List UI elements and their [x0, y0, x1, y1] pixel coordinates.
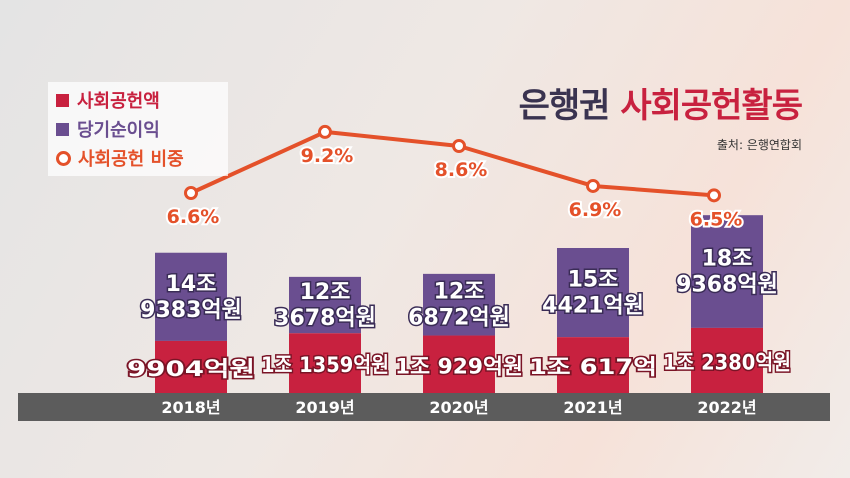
bar-contribution [557, 337, 629, 393]
net-income-data-label: 4421억원 [542, 294, 644, 319]
net-income-data-label: 6872억원 [408, 306, 510, 331]
bar-net-income [557, 247, 629, 338]
contribution-data-label: 1조 617억 [529, 355, 657, 379]
x-tick-label: 2022년 [697, 398, 756, 417]
x-axis-band [18, 393, 830, 421]
net-income-data-label: 9383억원 [140, 298, 242, 323]
legend-item-ratio: 사회공헌 비중 [56, 145, 184, 171]
ratio-data-label: 6.9% [569, 199, 622, 221]
ratio-data-label: 6.5% [690, 208, 743, 230]
legend-label-ratio: 사회공헌 비중 [78, 149, 184, 170]
x-tick-label: 2018년 [161, 398, 220, 417]
legend-item-contribution: 사회공헌액 [56, 87, 160, 113]
net-income-data-label: 12조 [434, 280, 485, 305]
ratio-point [707, 188, 721, 203]
net-income-data-label: 15조 [568, 268, 619, 293]
bar-net-income [691, 215, 763, 328]
net-income-data-label: 14조 [166, 272, 217, 297]
contribution-data-label: 1조 1359억원 [261, 353, 389, 377]
x-tick-label: 2019년 [295, 398, 354, 417]
bar-contribution [289, 333, 361, 393]
x-tick-label: 2021년 [563, 398, 622, 417]
net-income-data-label: 9368억원 [676, 273, 778, 298]
net-income-data-label: 12조 [300, 280, 351, 305]
legend-swatch-net-income [56, 122, 69, 136]
bar-net-income [289, 276, 361, 334]
net-income-data-label: 3678억원 [274, 306, 376, 331]
legend-marker-ratio [56, 150, 71, 166]
legend-label-net-income: 당기순이익 [77, 120, 160, 141]
bar-contribution [691, 327, 763, 393]
ratio-point [184, 186, 198, 200]
contribution-data-label: 1조 2380억원 [663, 350, 791, 374]
ratio-point [586, 178, 600, 193]
legend-label-contribution: 사회공헌액 [77, 91, 160, 112]
source-note: 출처: 은행연합회 [716, 138, 802, 152]
net-income-data-label: 18조 [702, 247, 753, 272]
legend: 사회공헌액 당기순이익 사회공헌 비중 [48, 82, 228, 176]
contribution-data-label: 1조 929억원 [395, 354, 523, 378]
bar-net-income [423, 273, 495, 336]
bar-contribution [155, 340, 227, 393]
contribution-data-label: 9904억원 [127, 357, 255, 381]
ratio-point [318, 124, 332, 139]
x-tick-label: 2020년 [429, 398, 488, 417]
ratio-data-label: 9.2% [301, 145, 354, 167]
bar-contribution [423, 335, 495, 393]
ratio-data-label: 8.6% [435, 159, 488, 181]
chart-title-part2: 사회공헌활동 [620, 86, 803, 126]
bar-net-income [155, 252, 227, 341]
ratio-point [452, 139, 466, 153]
chart-title: 은행권 사회공헌활동 [518, 78, 803, 127]
ratio-data-label: 6.6% [167, 206, 220, 228]
legend-swatch-contribution [56, 93, 69, 107]
legend-item-net-income: 당기순이익 [56, 116, 160, 142]
chart-title-part1: 은행권 [518, 86, 611, 126]
